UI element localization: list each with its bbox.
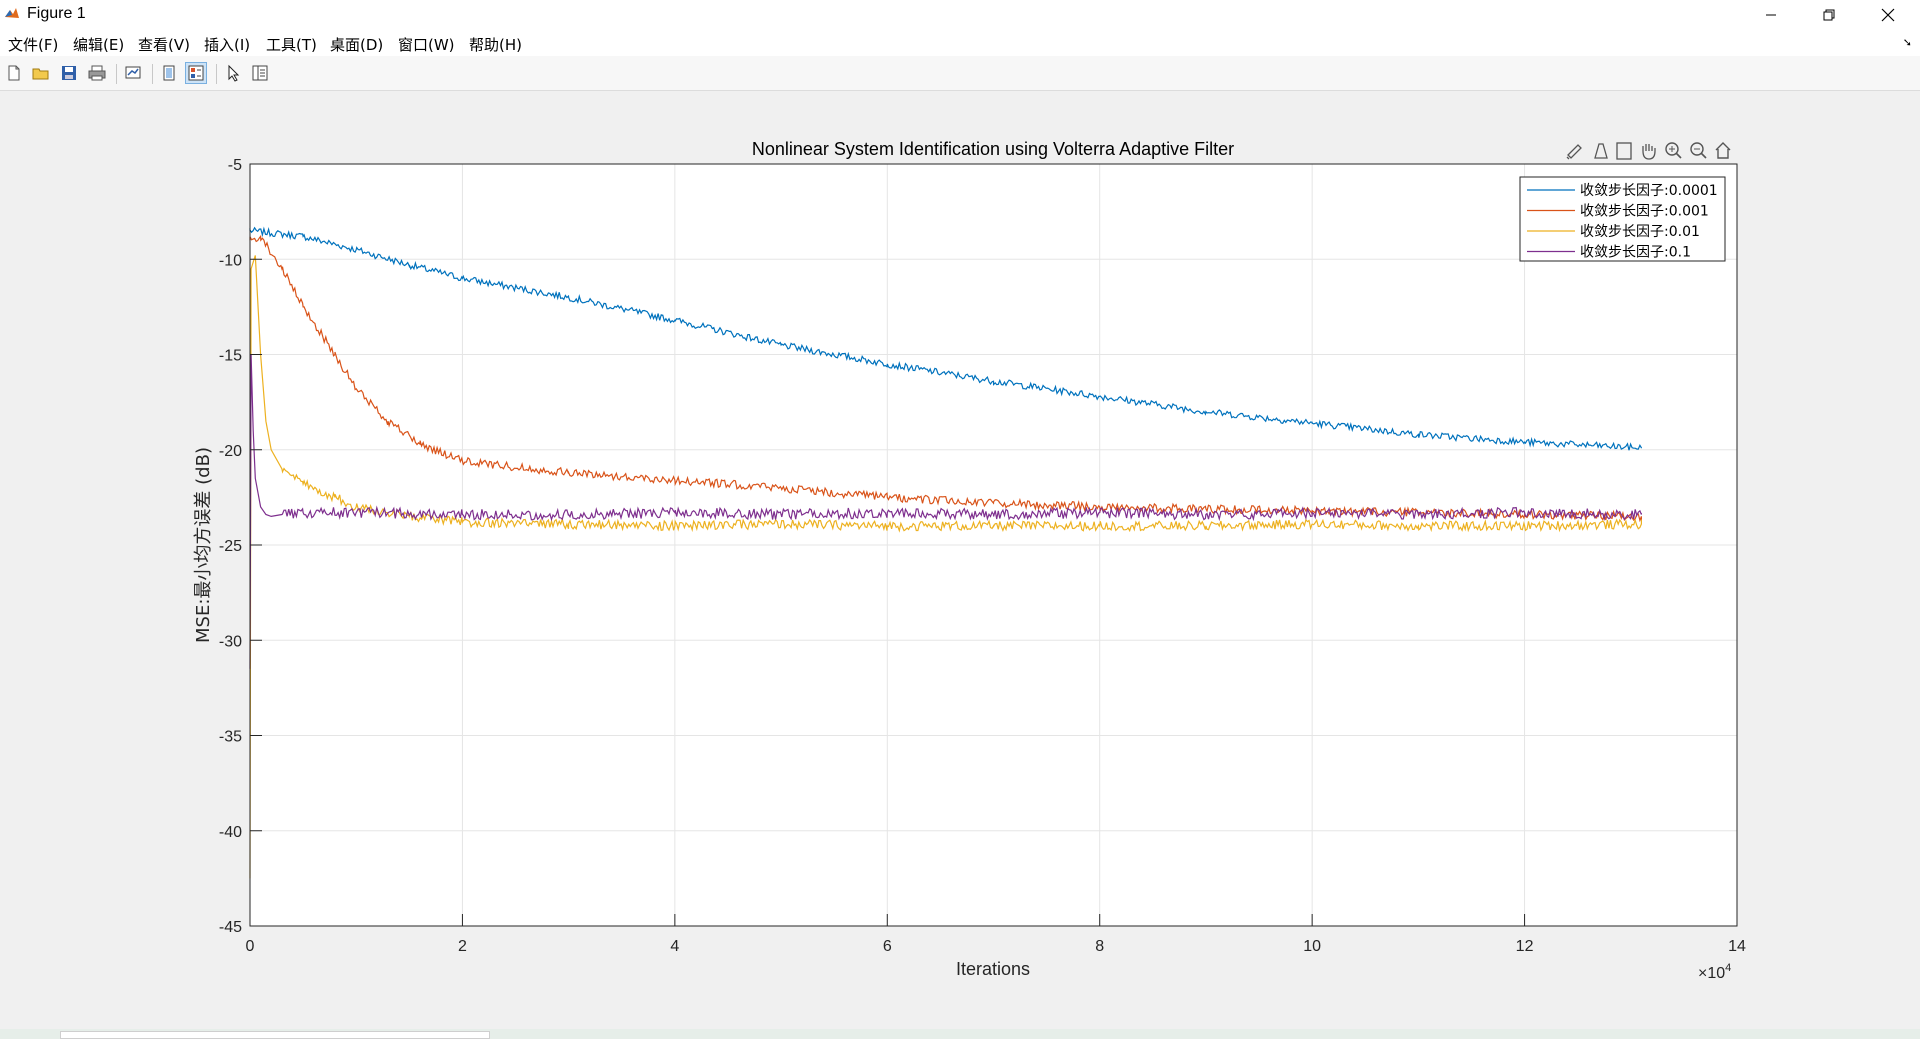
legend[interactable]: 收敛步长因子:0.0001 收敛步长因子:0.001 收敛步长因子:0.01 收敛步长… <box>1519 176 1726 262</box>
y-tick-label: -40 <box>219 824 242 841</box>
y-tick-label: -20 <box>219 443 242 460</box>
figure-canvas: 0 2 4 6 8 10 12 14 -5 -10 -15 -20 -25 -30 -35 -40 -45 No… <box>0 91 1920 1029</box>
legend-box <box>1519 176 1726 262</box>
figure-toolbar <box>0 56 1920 91</box>
x-axis-label: Iterations <box>956 959 1030 979</box>
zoom-in-button[interactable] <box>1665 142 1682 159</box>
series-layer <box>249 226 1642 879</box>
menu-file[interactable]: 文件(F) <box>8 36 59 54</box>
menu-edit[interactable]: 编辑(E) <box>73 36 125 54</box>
x-tick-label: 6 <box>883 938 892 955</box>
hide-plot-tools-icon <box>163 65 175 81</box>
x-tick-label: 10 <box>1303 938 1321 955</box>
save-button[interactable] <box>58 62 80 84</box>
legend-label: 收敛步长因子:0.001 <box>1580 204 1709 220</box>
x-tick-label: 0 <box>246 938 255 955</box>
window-title: Figure 1 <box>27 5 86 22</box>
new-figure-button[interactable] <box>3 62 25 84</box>
y-tick-label: -15 <box>219 348 242 365</box>
brush-button[interactable] <box>1566 144 1582 160</box>
x-tick-label: 4 <box>670 938 679 955</box>
y-tick-label: -30 <box>219 633 242 650</box>
restore-button[interactable] <box>1801 0 1857 30</box>
zoom-in-icon <box>1665 142 1682 159</box>
y-tick-label: -10 <box>219 252 242 269</box>
menu-window[interactable]: 窗口(W) <box>398 36 455 54</box>
axes-toolbar <box>1566 142 1731 160</box>
print-button[interactable] <box>86 62 108 84</box>
edit-plot-button[interactable] <box>222 62 244 84</box>
property-inspector-icon <box>252 65 268 81</box>
toolbar-separator <box>216 64 217 84</box>
pan-hand-icon <box>1642 144 1656 160</box>
chart: 0 2 4 6 8 10 12 14 -5 -10 -15 -20 -25 -30 -35 -40 -45 No… <box>193 139 1746 982</box>
data-tips-button[interactable] <box>1594 143 1608 159</box>
y-tick-label: -35 <box>219 729 242 746</box>
axis-ticks: 0 2 4 6 8 10 12 14 -5 -10 -15 -20 -25 -30 -35 -40 -45 <box>219 157 1746 955</box>
taskbar-item[interactable] <box>60 1031 490 1039</box>
series-line-2 <box>249 234 1642 523</box>
link-plot-button[interactable] <box>122 62 144 84</box>
print-icon <box>88 65 106 81</box>
zoom-out-icon <box>1690 142 1707 159</box>
x-tick-label: 2 <box>458 938 467 955</box>
series-line-4 <box>249 354 1642 669</box>
y-axis-label: MSE:最小均方误差 (dB) <box>193 447 214 643</box>
save-icon <box>62 66 76 80</box>
pan-button[interactable] <box>1642 144 1656 160</box>
close-button[interactable] <box>1860 0 1916 30</box>
y-tick-label: -25 <box>219 538 242 555</box>
data-cursor-icon <box>1616 142 1632 160</box>
x-tick-label: 12 <box>1516 938 1534 955</box>
legend-label: 收敛步长因子:0.01 <box>1580 224 1700 240</box>
data-tips-icon <box>1594 143 1608 159</box>
show-plot-tools-button[interactable] <box>185 62 207 84</box>
window-titlebar: Figure 1 <box>0 0 1920 30</box>
close-icon <box>1881 8 1895 22</box>
home-button[interactable] <box>1715 142 1731 159</box>
legend-label: 收敛步长因子:0.1 <box>1580 245 1691 261</box>
menu-desktop[interactable]: 桌面(D) <box>330 36 384 54</box>
restore-icon <box>1823 9 1835 21</box>
menu-view[interactable]: 查看(V) <box>138 36 190 54</box>
toolbar-separator <box>116 64 117 84</box>
zoom-out-button[interactable] <box>1690 142 1707 159</box>
new-figure-icon <box>8 65 20 81</box>
menu-bar: 文件(F) 编辑(E) 查看(V) 插入(I) 工具(T) 桌面(D) 窗口(W… <box>0 30 1920 56</box>
minimize-icon <box>1766 14 1776 16</box>
y-tick-label: -45 <box>219 919 242 936</box>
data-cursor-button[interactable] <box>1616 142 1632 160</box>
matlab-icon <box>5 8 19 18</box>
link-plot-icon <box>125 66 141 79</box>
menu-overflow-icon[interactable]: ➘ <box>1902 37 1912 49</box>
open-file-icon <box>32 68 49 80</box>
open-file-button[interactable] <box>30 62 52 84</box>
minimize-button[interactable] <box>1743 0 1799 30</box>
x-tick-label: 8 <box>1095 938 1104 955</box>
home-icon <box>1715 142 1731 159</box>
hide-plot-tools-button[interactable] <box>158 62 180 84</box>
x-exponent-label: ×104 <box>1698 962 1731 982</box>
show-plot-tools-icon <box>188 65 204 81</box>
x-tick-label: 14 <box>1728 938 1746 955</box>
legend-label: 收敛步长因子:0.0001 <box>1580 183 1718 199</box>
taskbar-strip <box>0 1029 1920 1039</box>
property-inspector-button[interactable] <box>249 62 271 84</box>
y-tick-label: -5 <box>228 157 242 174</box>
edit-plot-arrow-icon <box>228 64 240 82</box>
brush-icon <box>1566 144 1582 160</box>
menu-insert[interactable]: 插入(I) <box>204 36 251 54</box>
series-line-3 <box>249 255 1642 879</box>
chart-title: Nonlinear System Identification using Vo… <box>752 139 1234 159</box>
toolbar-separator <box>152 64 153 84</box>
menu-tools[interactable]: 工具(T) <box>266 36 317 54</box>
series-line-1 <box>249 226 1642 451</box>
menu-help[interactable]: 帮助(H) <box>469 36 522 54</box>
